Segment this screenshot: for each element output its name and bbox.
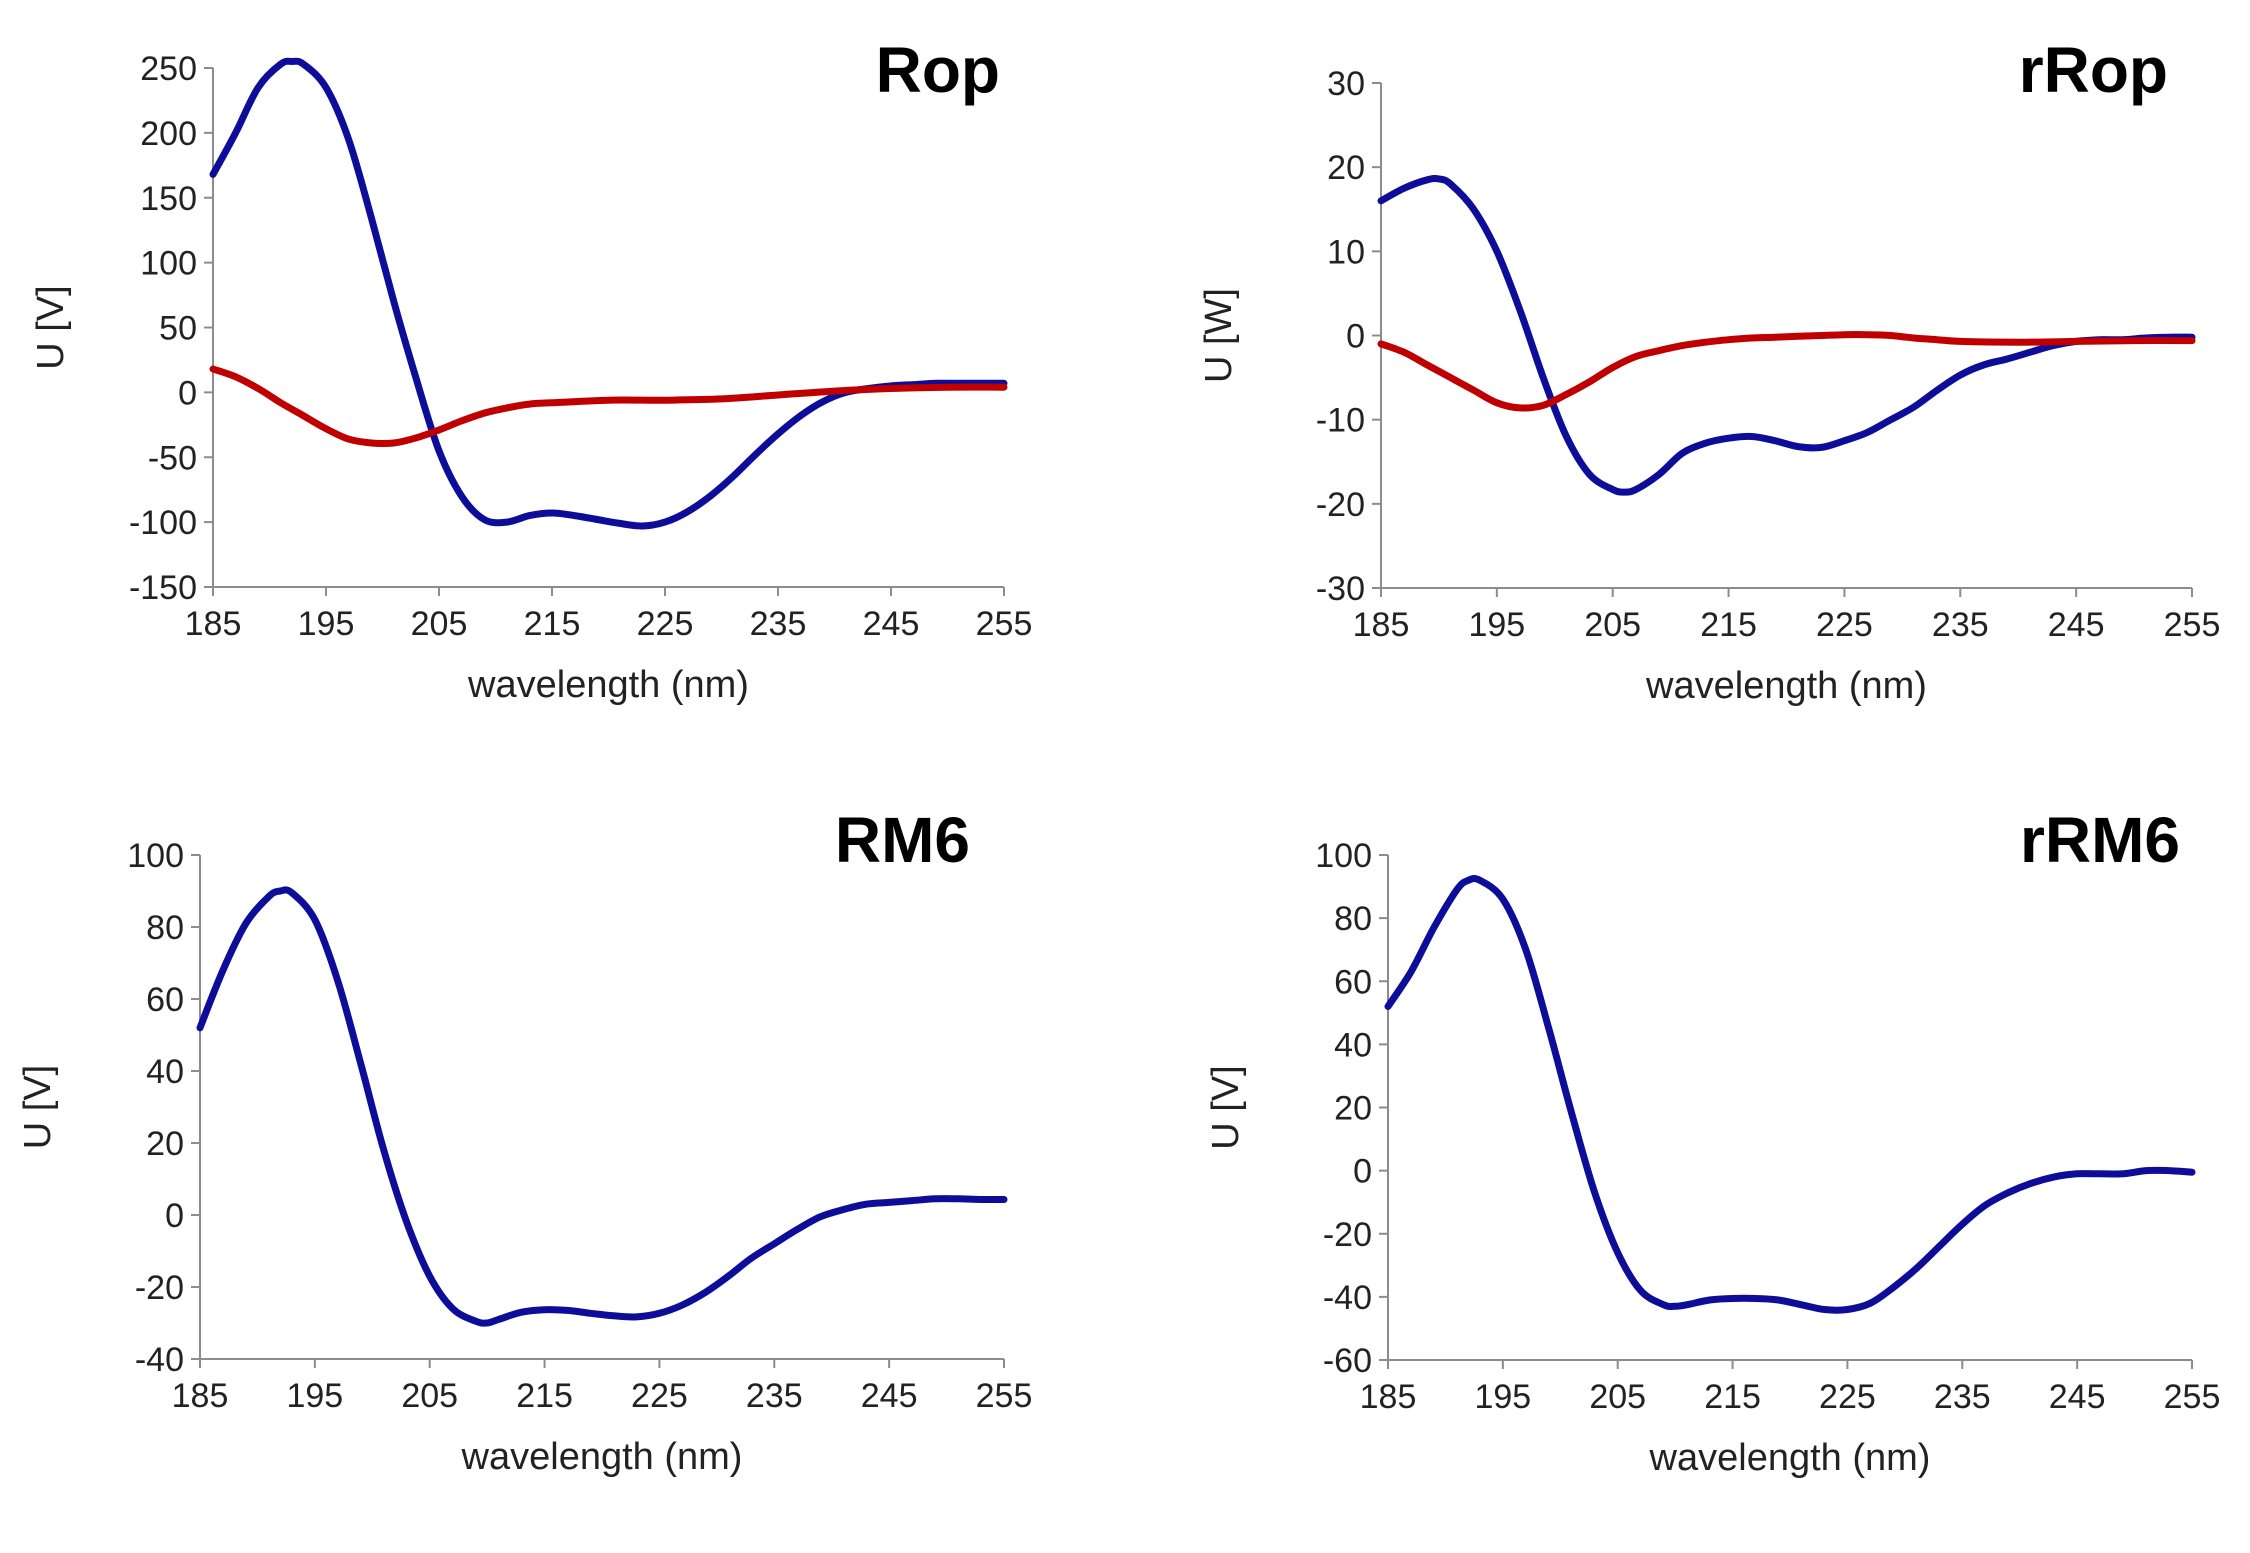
x-tick-label: 235: [750, 605, 807, 643]
chart-title: rRop: [2019, 34, 2168, 106]
x-tick-label: 215: [524, 605, 581, 643]
x-axis-title: wavelength (nm): [1645, 665, 1927, 707]
x-tick-label: 255: [2164, 606, 2221, 644]
x-axis-title: wavelength (nm): [461, 1436, 743, 1478]
x-tick-label: 235: [1934, 1378, 1991, 1416]
series-line-blue: [196, 886, 1008, 1327]
y-tick-label: 100: [1315, 837, 1372, 875]
x-tick-label: 205: [1584, 606, 1641, 644]
y-tick-label: 50: [159, 310, 197, 348]
x-tick-label: 205: [401, 1377, 458, 1415]
y-tick-label: -20: [1316, 486, 1365, 524]
y-tick-label: 40: [1334, 1026, 1372, 1064]
x-tick-label: 245: [863, 605, 920, 643]
chart-panel-rrop: -30 -20 -10 0 10 20 30 185 195 205 215 225 235 245 255…: [1198, 34, 2220, 707]
y-axis-title: U [W]: [1198, 288, 1240, 383]
x-tick-label: 195: [1468, 606, 1525, 644]
chart-title: Rop: [876, 34, 1000, 106]
x-tick-label: 195: [286, 1377, 343, 1415]
y-tick-label: -100: [129, 504, 197, 542]
x-tick-label: 245: [2048, 606, 2105, 644]
x-tick-label: 225: [637, 605, 694, 643]
x-axis-title: wavelength (nm): [1649, 1437, 1931, 1479]
x-tick-label: 225: [1819, 1378, 1876, 1416]
y-tick-label: 60: [146, 981, 184, 1019]
y-tick-label: 0: [165, 1197, 184, 1235]
y-tick-label: -10: [1316, 402, 1365, 440]
chart-title: RM6: [835, 804, 970, 876]
y-tick-label: 20: [1334, 1090, 1372, 1128]
y-tick-label: 0: [1353, 1153, 1372, 1191]
x-tick-label: 245: [861, 1377, 918, 1415]
x-tick-label: 255: [2164, 1378, 2221, 1416]
y-axis-title: U [V]: [30, 285, 72, 369]
x-tick-label: 215: [516, 1377, 573, 1415]
y-tick-label: 80: [146, 909, 184, 947]
y-tick-label: -20: [1323, 1216, 1372, 1254]
y-axis-title: U [V]: [1205, 1065, 1247, 1149]
x-tick-label: 185: [1360, 1378, 1417, 1416]
y-tick-label: 20: [1327, 149, 1365, 187]
y-tick-label: 250: [140, 50, 197, 88]
x-tick-label: 235: [1932, 606, 1989, 644]
series-line-blue: [1377, 174, 2196, 496]
y-tick-label: -20: [135, 1269, 184, 1307]
chart-title: rRM6: [2020, 804, 2180, 876]
x-tick-label: 215: [1704, 1378, 1761, 1416]
y-tick-label: -50: [148, 439, 197, 477]
x-tick-label: 205: [1589, 1378, 1646, 1416]
x-tick-label: 225: [631, 1377, 688, 1415]
x-tick-label: 255: [976, 1377, 1033, 1415]
y-tick-label: 100: [127, 837, 184, 875]
x-tick-label: 225: [1816, 606, 1873, 644]
y-tick-label: -40: [1323, 1279, 1372, 1317]
y-tick-label: 10: [1327, 233, 1365, 271]
y-tick-label: 150: [140, 180, 197, 218]
y-tick-label: 60: [1334, 963, 1372, 1001]
series-line-blue: [209, 57, 1008, 530]
x-tick-label: 185: [185, 605, 242, 643]
x-tick-label: 215: [1700, 606, 1757, 644]
y-tick-label: 0: [1346, 318, 1365, 356]
y-tick-label: 20: [146, 1125, 184, 1163]
x-tick-label: 195: [1474, 1378, 1531, 1416]
y-tick-label: 80: [1334, 900, 1372, 938]
y-axis-title: U [V]: [17, 1065, 59, 1149]
y-tick-label: -30: [1316, 570, 1365, 608]
y-tick-label: 0: [178, 374, 197, 412]
x-tick-label: 185: [1353, 606, 1410, 644]
chart-panel-rm6: -40 -20 0 20 40 60 80 100 185 195 205 215 225 235 245 2…: [17, 804, 1032, 1478]
y-tick-label: 30: [1327, 65, 1365, 103]
x-tick-label: 195: [298, 605, 355, 643]
y-tick-label: -150: [129, 569, 197, 607]
y-tick-label: -60: [1323, 1342, 1372, 1380]
x-tick-label: 235: [746, 1377, 803, 1415]
x-tick-label: 255: [976, 605, 1033, 643]
series-line-red: [209, 365, 1008, 448]
chart-panel-rrm6: -60 -40 -20 0 20 40 60 80 100 185 195 205 215 225 235 2…: [1205, 804, 2220, 1479]
series-line-blue: [1384, 874, 2196, 1314]
y-tick-label: 40: [146, 1053, 184, 1091]
y-tick-label: 200: [140, 115, 197, 153]
x-axis-title: wavelength (nm): [467, 664, 749, 706]
y-tick-label: -40: [135, 1341, 184, 1379]
chart-panel-rop: -150 -100 -50 0 50 100 150 200 250 185 195 205 215 22…: [30, 34, 1032, 706]
x-tick-label: 185: [172, 1377, 229, 1415]
x-tick-label: 245: [2049, 1378, 2106, 1416]
y-tick-label: 100: [140, 245, 197, 283]
x-tick-label: 205: [411, 605, 468, 643]
series-line-red: [1377, 331, 2196, 412]
